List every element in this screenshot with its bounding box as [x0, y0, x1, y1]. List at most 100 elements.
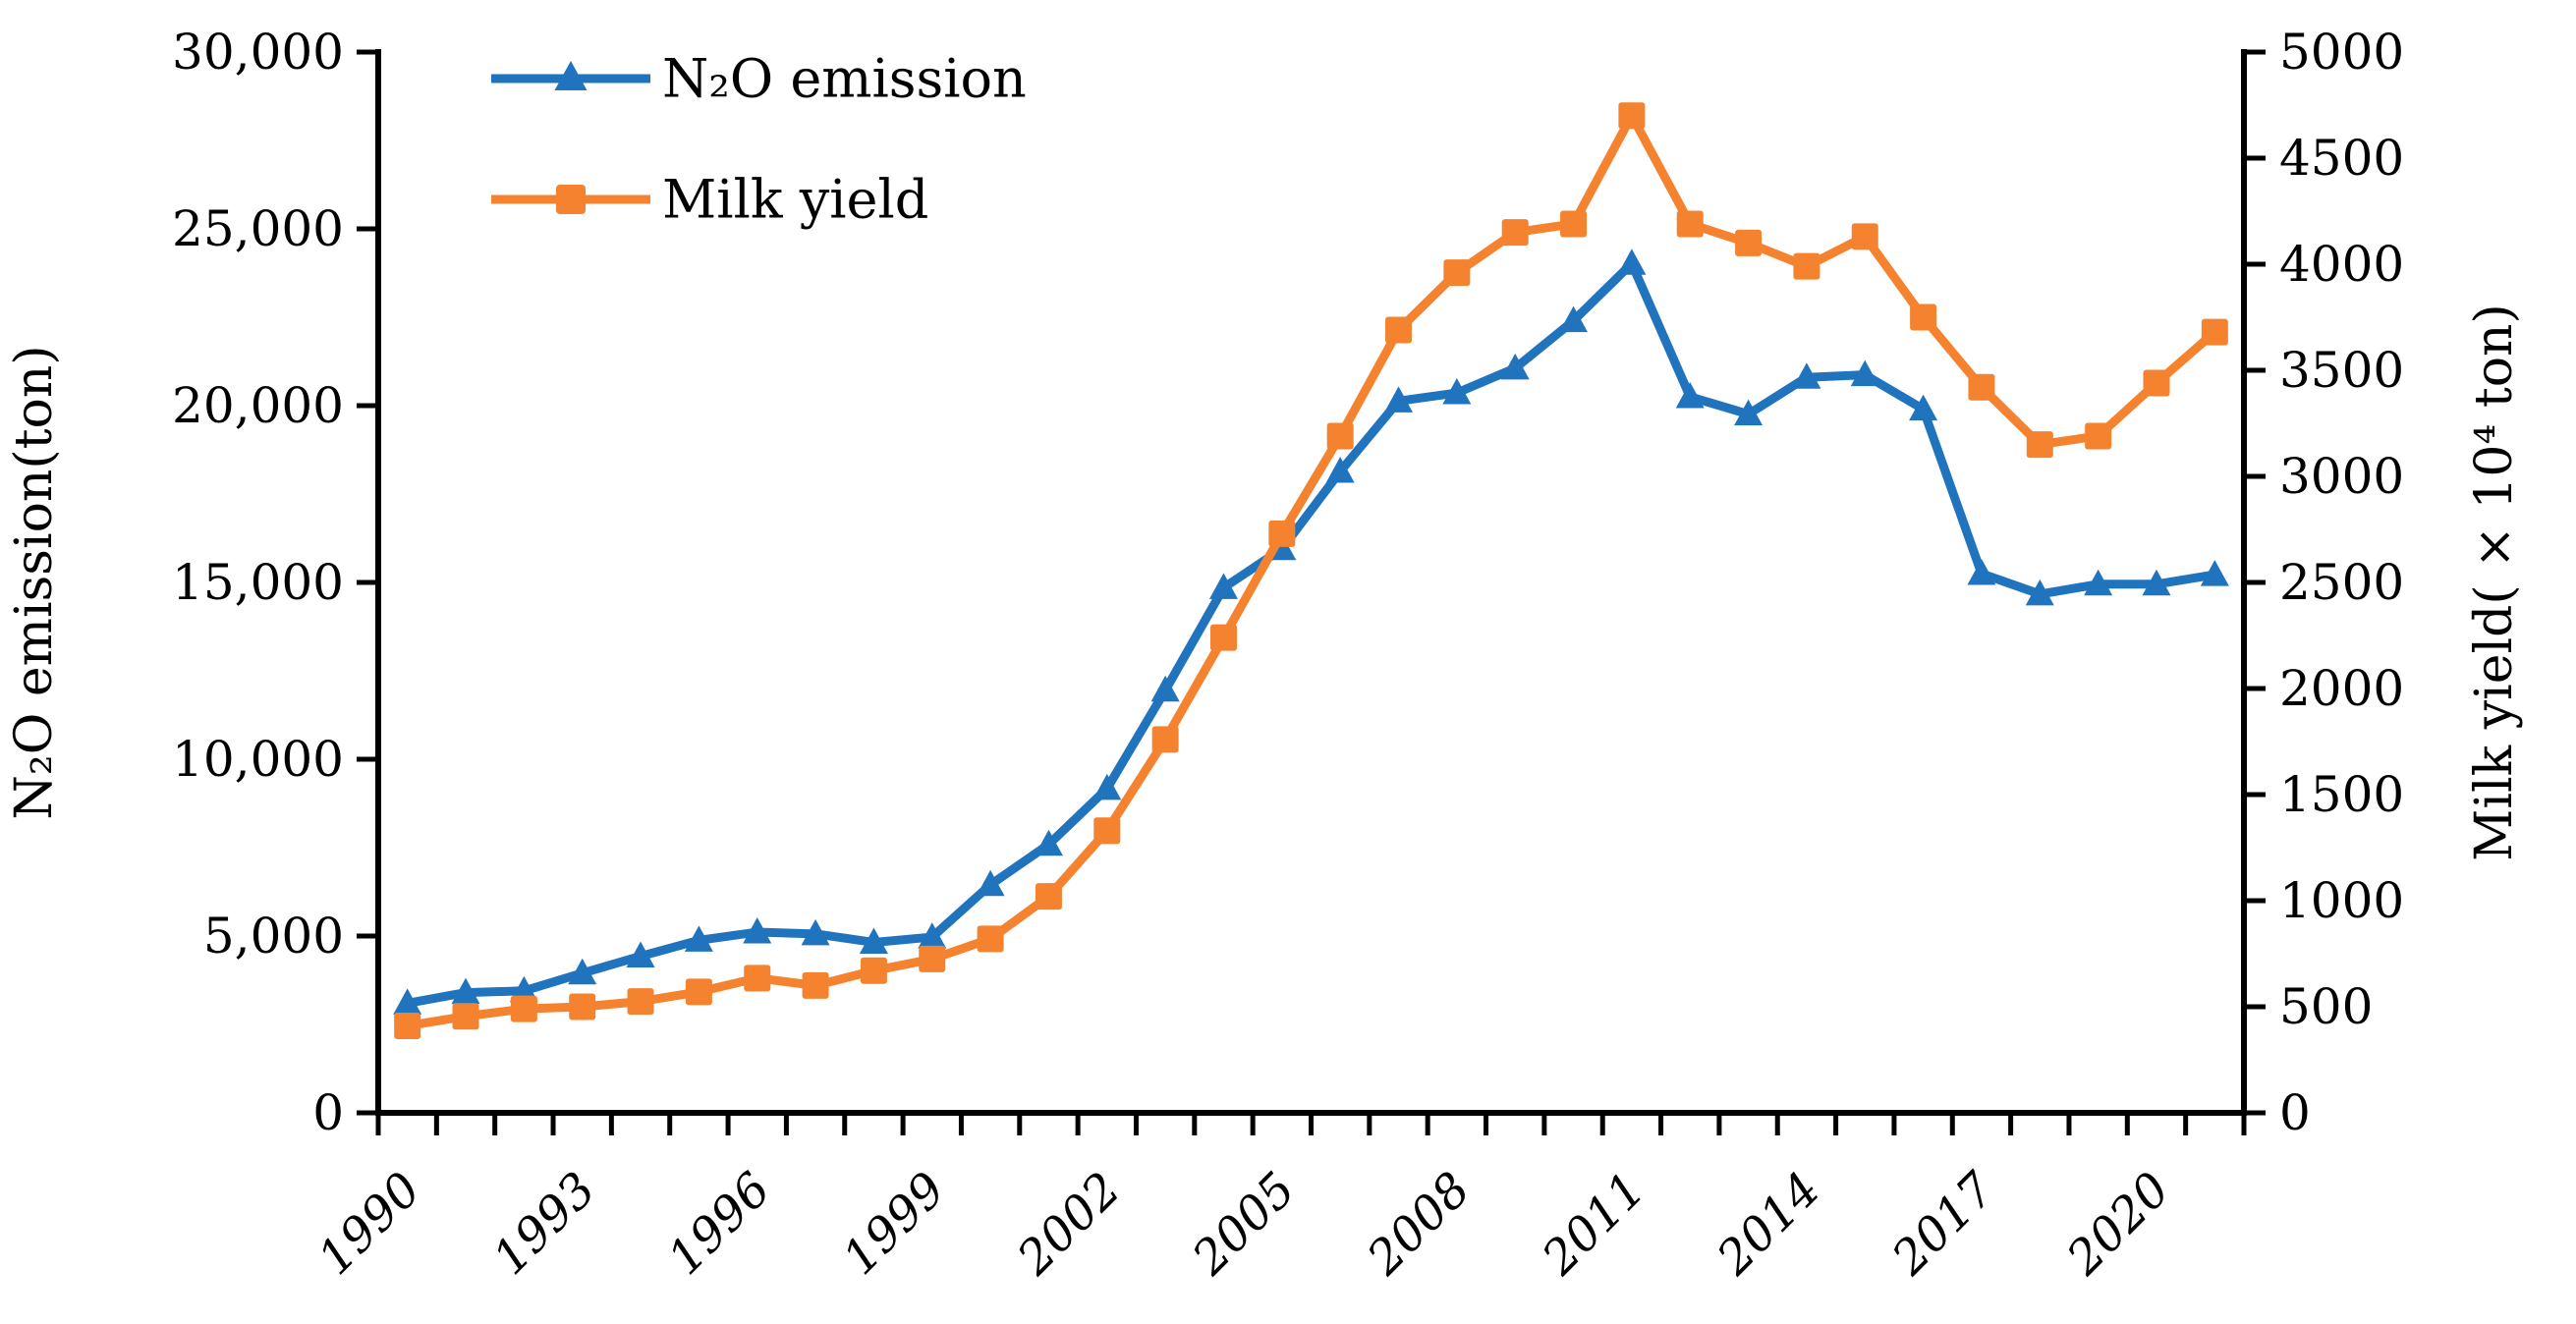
- legend-triangle-icon: [554, 61, 588, 90]
- x-axis-year-label: 1996: [657, 1162, 781, 1286]
- n2o-data-point-marker: [1734, 399, 1764, 426]
- n2o-data-point-marker: [2200, 560, 2229, 586]
- n2o-data-point-marker: [1500, 353, 1530, 380]
- n2o-data-point-marker: [801, 918, 830, 946]
- n2o-data-point-marker: [626, 941, 655, 968]
- x-axis-year-label: 1993: [482, 1162, 606, 1286]
- x-axis-year-label: 2017: [1881, 1162, 2006, 1287]
- milk-data-point-marker: [1385, 316, 1413, 344]
- n2o-data-point-marker: [743, 917, 772, 944]
- x-axis-year-label: 2014: [1707, 1162, 1831, 1287]
- right-axis-tick-label: 0: [2279, 1084, 2311, 1141]
- left-axis-tick-label: 30,000: [172, 24, 344, 81]
- milk-data-point-marker: [1443, 259, 1471, 287]
- milk-data-point-marker: [1268, 520, 1296, 547]
- right-axis-tick-label: 3000: [2279, 448, 2404, 505]
- left-axis-ticks: 0 5,000 10,000 15,000 20,000 25,000 30,000: [172, 24, 378, 1141]
- left-axis-title: N₂O emission(ton): [5, 345, 64, 819]
- right-axis-tick-label: 3500: [2279, 342, 2404, 399]
- milk-data-point-marker: [744, 965, 771, 992]
- milk-data-point-marker: [1209, 624, 1237, 651]
- n2o-data-point-marker: [2142, 569, 2171, 596]
- milk-data-point-marker: [1326, 422, 1354, 450]
- milk-data-point-marker: [2085, 422, 2112, 450]
- n2o-data-point-marker: [1617, 248, 1647, 275]
- n2o-data-point-marker: [1850, 359, 1879, 387]
- milk-data-point-marker: [1093, 817, 1121, 845]
- milk-data-point-marker: [860, 957, 887, 984]
- x-axis-year-label: 2020: [2056, 1162, 2181, 1287]
- n2o-data-point-marker: [1208, 573, 1238, 599]
- n2o-data-point-marker: [1092, 773, 1122, 800]
- right-axis-tick-label: 4500: [2279, 130, 2404, 187]
- milk-data-point-marker: [977, 925, 1004, 953]
- right-axis-tick-label: 1000: [2279, 872, 2404, 929]
- right-axis-tick-label: 1500: [2279, 766, 2404, 823]
- left-axis-tick-label: 15,000: [172, 554, 344, 611]
- n2o-data-point-marker: [2025, 579, 2054, 606]
- n2o-data-point-marker: [976, 869, 1005, 897]
- legend-label-milk: Milk yield: [662, 169, 928, 231]
- x-axis-year-label: 2008: [1357, 1162, 1482, 1287]
- x-axis-year-label: 1999: [832, 1162, 956, 1286]
- n2o-data-point-marker: [1384, 386, 1414, 413]
- milk-data-point-marker: [510, 995, 537, 1022]
- x-axis-ticks: 1990 1993 1996 1999 2002 2005 2008 2011 2014 2017…: [308, 1113, 2247, 1287]
- legend-item-milk-yield: Milk yield: [491, 169, 928, 231]
- n2o-data-point-marker: [393, 988, 422, 1015]
- milk-data-point-marker: [919, 945, 946, 972]
- milk-data-point-marker: [394, 1012, 421, 1039]
- n2o-data-point-marker: [1559, 305, 1589, 333]
- legend-square-icon: [556, 185, 586, 214]
- milk-data-point-marker: [1501, 219, 1529, 247]
- data-series: [393, 102, 2229, 1039]
- n2o-data-point-marker: [1442, 378, 1472, 405]
- milk-data-point-marker: [569, 993, 596, 1021]
- n2o-data-point-marker: [1675, 382, 1705, 409]
- n2o-data-point-marker: [1150, 675, 1180, 702]
- right-axis-title: Milk yield( × 10⁴ ton): [2465, 303, 2524, 861]
- n2o-data-point-marker: [1034, 829, 1063, 856]
- right-axis-tick-label: 2000: [2279, 660, 2404, 717]
- legend-item-n2o-emission: N₂O emission: [491, 48, 1027, 110]
- milk-data-point-marker: [1560, 210, 1588, 238]
- legend: N₂O emission Milk yield: [491, 48, 1027, 231]
- milk-data-point-marker: [1793, 252, 1820, 280]
- x-axis-year-label: 2002: [1007, 1162, 1132, 1287]
- left-axis-tick-label: 20,000: [172, 377, 344, 434]
- milk-data-point-marker: [1035, 883, 1062, 910]
- n2o-data-point-marker: [684, 925, 713, 952]
- milk-data-point-marker: [1735, 229, 1763, 256]
- legend-label-n2o: N₂O emission: [662, 48, 1027, 110]
- milk-data-point-marker: [1968, 373, 1995, 401]
- right-axis-ticks: 0 500 1000 1500 2000 2500 3000 3500 4000 4500 5000: [2244, 24, 2404, 1141]
- milk-data-point-marker: [685, 978, 712, 1006]
- milk-data-point-marker: [452, 1003, 479, 1030]
- n2o-data-point-marker: [451, 977, 480, 1005]
- n2o-data-point-marker: [1325, 456, 1355, 483]
- n2o-data-point-marker: [1967, 559, 1996, 585]
- milk-data-point-marker: [1151, 726, 1179, 753]
- x-axis-year-label: 2005: [1182, 1162, 1307, 1287]
- right-axis-tick-label: 5000: [2279, 24, 2404, 81]
- milk-data-point-marker: [802, 971, 829, 999]
- n2o-data-point-marker: [2084, 569, 2113, 596]
- right-axis-tick-label: 500: [2279, 978, 2373, 1035]
- right-axis-tick-label: 4000: [2279, 236, 2404, 293]
- milk-data-point-marker: [1676, 210, 1704, 238]
- left-axis-tick-label: 5,000: [203, 908, 344, 965]
- milk-yield-line: [403, 111, 2219, 1030]
- n2o-data-point-marker: [568, 958, 597, 985]
- right-axis-tick-label: 2500: [2279, 554, 2404, 611]
- left-axis-tick-label: 0: [312, 1084, 344, 1141]
- milk-data-point-marker: [2143, 369, 2170, 397]
- x-axis-year-label: 2011: [1532, 1162, 1656, 1287]
- n2o-data-point-marker: [859, 927, 888, 954]
- milk-data-point-marker: [1851, 223, 1878, 250]
- x-axis-year-label: 1990: [308, 1162, 431, 1286]
- milk-data-point-marker: [1910, 303, 1937, 331]
- milk-data-point-marker: [627, 988, 654, 1016]
- n2o-data-point-marker: [918, 922, 947, 949]
